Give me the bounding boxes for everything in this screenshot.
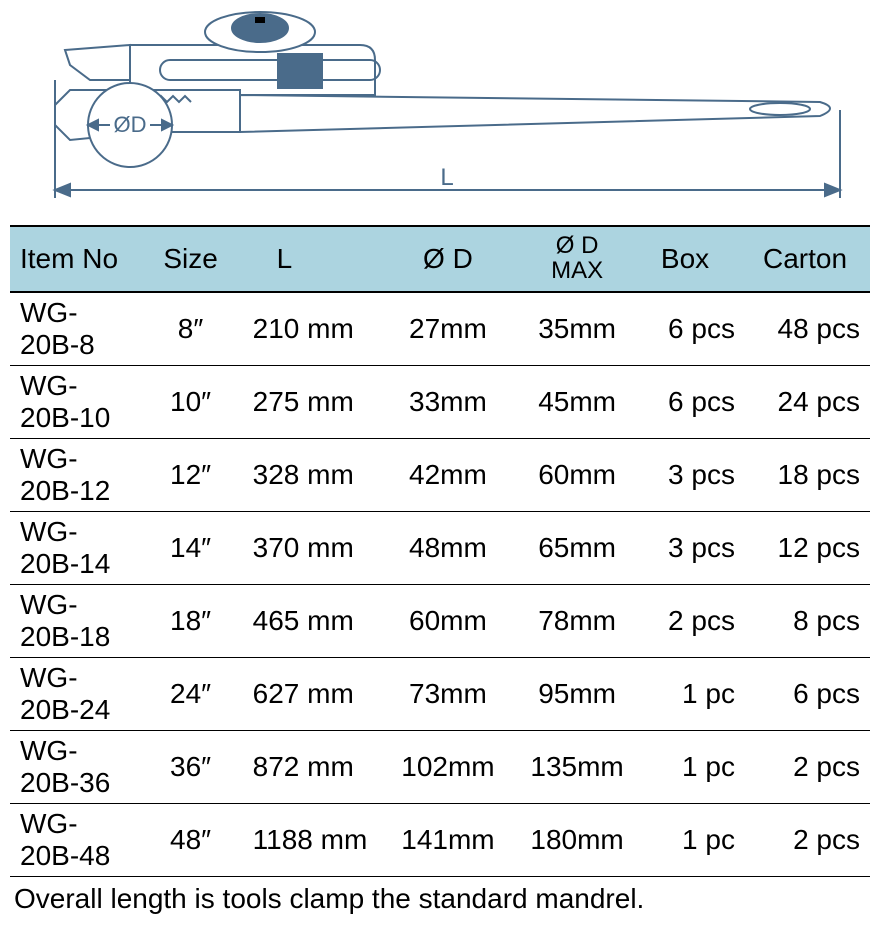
cell-d: 102mm bbox=[385, 731, 512, 804]
table-row: WG-20B-4848″1188 mm141mm180mm1 pc2 pcs bbox=[10, 804, 870, 877]
cell-dmax: 65mm bbox=[511, 512, 643, 585]
cell-d: 73mm bbox=[385, 658, 512, 731]
diagram-d-label: ØD bbox=[114, 112, 147, 137]
col-header-d: Ø D bbox=[385, 226, 512, 292]
cell-item: WG-20B-48 bbox=[10, 804, 144, 877]
col-header-box: Box bbox=[643, 226, 753, 292]
cell-d: 42mm bbox=[385, 439, 512, 512]
table-row: WG-20B-1818″465 mm60mm78mm2 pcs8 pcs bbox=[10, 585, 870, 658]
cell-item: WG-20B-10 bbox=[10, 366, 144, 439]
cell-item: WG-20B-24 bbox=[10, 658, 144, 731]
cell-dmax: 45mm bbox=[511, 366, 643, 439]
cell-size: 12″ bbox=[144, 439, 236, 512]
col-header-carton: Carton bbox=[753, 226, 870, 292]
cell-box: 2 pcs bbox=[643, 585, 753, 658]
cell-size: 18″ bbox=[144, 585, 236, 658]
table-row: WG-20B-2424″627 mm73mm95mm1 pc6 pcs bbox=[10, 658, 870, 731]
cell-item: WG-20B-36 bbox=[10, 731, 144, 804]
cell-box: 1 pc bbox=[643, 804, 753, 877]
cell-l: 275 mm bbox=[237, 366, 385, 439]
cell-item: WG-20B-12 bbox=[10, 439, 144, 512]
cell-l: 872 mm bbox=[237, 731, 385, 804]
cell-box: 3 pcs bbox=[643, 439, 753, 512]
cell-dmax: 35mm bbox=[511, 292, 643, 366]
cell-l: 210 mm bbox=[237, 292, 385, 366]
cell-box: 1 pc bbox=[643, 658, 753, 731]
cell-carton: 2 pcs bbox=[753, 804, 870, 877]
wrench-diagram: ØD L bbox=[10, 10, 870, 210]
table-row: WG-20B-1414″370 mm48mm65mm3 pcs12 pcs bbox=[10, 512, 870, 585]
cell-carton: 2 pcs bbox=[753, 731, 870, 804]
cell-box: 6 pcs bbox=[643, 366, 753, 439]
cell-dmax: 78mm bbox=[511, 585, 643, 658]
cell-l: 627 mm bbox=[237, 658, 385, 731]
cell-d: 33mm bbox=[385, 366, 512, 439]
cell-item: WG-20B-8 bbox=[10, 292, 144, 366]
spec-table: Item No Size L Ø D Ø D MAX Box Carton WG… bbox=[10, 225, 870, 877]
col-header-dmax: Ø D MAX bbox=[511, 226, 643, 292]
cell-box: 3 pcs bbox=[643, 512, 753, 585]
cell-dmax: 180mm bbox=[511, 804, 643, 877]
table-row: WG-20B-1212″328 mm42mm60mm3 pcs18 pcs bbox=[10, 439, 870, 512]
cell-d: 141mm bbox=[385, 804, 512, 877]
table-row: WG-20B-88″210 mm27mm35mm6 pcs48 pcs bbox=[10, 292, 870, 366]
cell-size: 10″ bbox=[144, 366, 236, 439]
cell-d: 48mm bbox=[385, 512, 512, 585]
col-header-item: Item No bbox=[10, 226, 144, 292]
table-header-row: Item No Size L Ø D Ø D MAX Box Carton bbox=[10, 226, 870, 292]
cell-l: 328 mm bbox=[237, 439, 385, 512]
cell-d: 27mm bbox=[385, 292, 512, 366]
col-header-size: Size bbox=[144, 226, 236, 292]
cell-l: 1188 mm bbox=[237, 804, 385, 877]
cell-size: 8″ bbox=[144, 292, 236, 366]
cell-dmax: 60mm bbox=[511, 439, 643, 512]
cell-size: 24″ bbox=[144, 658, 236, 731]
diagram-l-label: L bbox=[440, 164, 453, 191]
cell-dmax: 135mm bbox=[511, 731, 643, 804]
cell-carton: 12 pcs bbox=[753, 512, 870, 585]
cell-item: WG-20B-14 bbox=[10, 512, 144, 585]
table-row: WG-20B-3636″872 mm102mm135mm1 pc2 pcs bbox=[10, 731, 870, 804]
cell-carton: 18 pcs bbox=[753, 439, 870, 512]
cell-size: 14″ bbox=[144, 512, 236, 585]
cell-box: 1 pc bbox=[643, 731, 753, 804]
col-header-l: L bbox=[237, 226, 385, 292]
cell-box: 6 pcs bbox=[643, 292, 753, 366]
cell-carton: 6 pcs bbox=[753, 658, 870, 731]
cell-size: 36″ bbox=[144, 731, 236, 804]
cell-carton: 48 pcs bbox=[753, 292, 870, 366]
cell-size: 48″ bbox=[144, 804, 236, 877]
cell-dmax: 95mm bbox=[511, 658, 643, 731]
cell-carton: 24 pcs bbox=[753, 366, 870, 439]
cell-d: 60mm bbox=[385, 585, 512, 658]
cell-item: WG-20B-18 bbox=[10, 585, 144, 658]
cell-carton: 8 pcs bbox=[753, 585, 870, 658]
cell-l: 465 mm bbox=[237, 585, 385, 658]
cell-l: 370 mm bbox=[237, 512, 385, 585]
table-row: WG-20B-1010″275 mm33mm45mm6 pcs24 pcs bbox=[10, 366, 870, 439]
footnote-text: Overall length is tools clamp the standa… bbox=[10, 883, 875, 915]
